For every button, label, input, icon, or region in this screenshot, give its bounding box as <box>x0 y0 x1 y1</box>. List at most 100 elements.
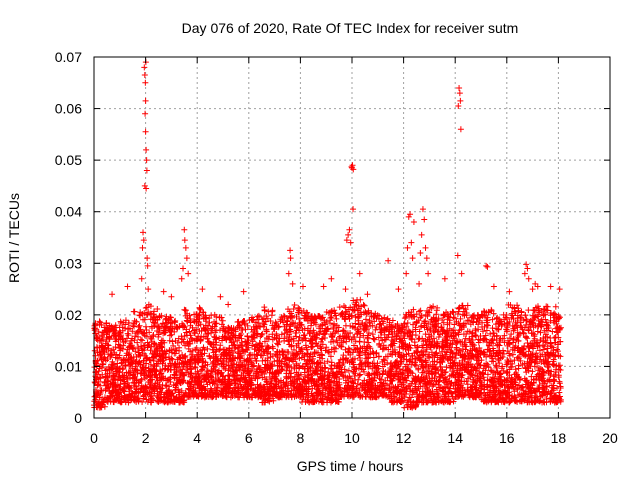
data-point <box>399 326 406 333</box>
data-point <box>547 378 554 385</box>
data-point <box>536 347 543 354</box>
data-point <box>196 315 203 322</box>
data-point <box>242 348 249 355</box>
data-point <box>166 332 173 339</box>
data-point <box>215 377 222 384</box>
data-point <box>299 326 306 333</box>
data-point <box>555 374 562 381</box>
data-point <box>298 354 305 361</box>
data-point <box>356 338 363 345</box>
data-point <box>549 351 556 358</box>
data-point <box>252 355 259 362</box>
data-point <box>255 312 262 319</box>
data-point <box>121 394 128 401</box>
data-point <box>253 368 260 375</box>
data-point <box>247 351 254 358</box>
data-point <box>145 378 152 385</box>
data-point <box>366 371 373 378</box>
data-point <box>493 364 500 371</box>
data-point <box>539 377 546 384</box>
data-point <box>362 351 369 358</box>
data-point <box>327 365 334 372</box>
data-point <box>150 355 157 362</box>
data-point <box>369 331 376 338</box>
data-point <box>425 309 432 316</box>
data-point <box>556 366 563 373</box>
data-point <box>373 324 380 331</box>
data-point <box>295 372 302 379</box>
data-point <box>501 332 508 339</box>
data-point <box>335 398 342 405</box>
data-point <box>527 317 534 324</box>
data-point <box>219 327 226 334</box>
data-point <box>327 331 334 338</box>
data-point <box>252 392 259 399</box>
data-point <box>147 347 154 354</box>
data-point <box>414 349 421 356</box>
data-point <box>511 308 518 315</box>
data-point <box>537 337 544 344</box>
data-point <box>420 338 427 345</box>
data-point <box>531 307 538 314</box>
data-point <box>204 326 211 333</box>
data-point <box>373 349 380 356</box>
data-point <box>490 340 497 347</box>
data-point <box>161 366 168 373</box>
data-point <box>457 315 464 322</box>
data-point <box>371 390 378 397</box>
data-point <box>200 309 207 316</box>
data-point <box>114 376 121 383</box>
data-point <box>161 391 168 398</box>
data-point <box>96 318 103 325</box>
data-point <box>110 398 117 405</box>
data-point <box>410 313 417 320</box>
data-point <box>328 359 335 366</box>
data-point <box>365 332 372 339</box>
data-point <box>386 381 393 388</box>
data-point <box>358 360 365 367</box>
data-point <box>297 348 304 355</box>
data-point <box>271 326 278 333</box>
data-point <box>267 381 274 388</box>
data-point <box>550 377 557 384</box>
data-point <box>162 354 169 361</box>
data-point <box>227 334 234 341</box>
data-point <box>143 356 150 363</box>
data-point <box>152 371 159 378</box>
data-point <box>280 312 287 319</box>
data-point <box>446 343 453 350</box>
data-point <box>500 350 507 357</box>
data-point <box>137 326 144 333</box>
data-point <box>301 377 308 384</box>
data-point <box>192 364 199 371</box>
data-point <box>432 342 439 349</box>
data-point <box>534 385 541 392</box>
data-point <box>217 346 224 353</box>
data-point <box>429 371 436 378</box>
data-point <box>135 379 142 386</box>
data-point <box>506 366 513 373</box>
data-point <box>525 380 532 387</box>
data-point <box>145 342 152 349</box>
data-point <box>111 349 118 356</box>
data-point <box>548 394 555 401</box>
data-point <box>504 398 511 405</box>
data-point <box>176 347 183 354</box>
data-point <box>230 365 237 372</box>
data-point <box>504 360 511 367</box>
data-point <box>495 387 502 394</box>
data-point <box>375 334 382 341</box>
data-point <box>300 393 307 400</box>
data-point <box>415 394 422 401</box>
data-point <box>288 380 295 387</box>
data-point <box>292 320 299 327</box>
data-point <box>454 376 461 383</box>
data-point <box>413 362 420 369</box>
data-point <box>388 360 395 367</box>
data-point <box>278 384 285 391</box>
data-point <box>452 388 459 395</box>
data-point <box>383 326 390 333</box>
data-point <box>540 312 547 319</box>
data-point <box>309 313 316 320</box>
data-point <box>288 343 295 350</box>
